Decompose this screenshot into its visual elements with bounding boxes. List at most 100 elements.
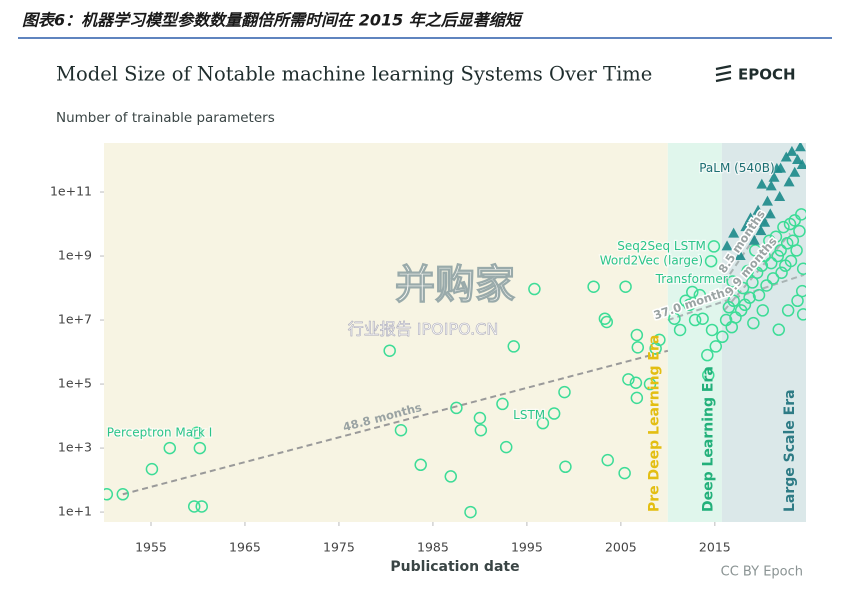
point [688,313,702,327]
point [686,285,699,299]
point [764,256,778,270]
point [507,340,520,353]
point [752,204,764,215]
y-tick-label: 1e+3 [58,440,92,455]
point [193,441,207,455]
point [630,328,644,342]
annotation: Word2Vec (large) [600,254,703,268]
point [702,368,715,382]
point [741,264,754,278]
point [796,262,806,276]
point [772,323,785,336]
point [668,312,681,325]
point [643,377,657,391]
x-tick-label: 1985 [417,540,449,555]
point [743,291,756,304]
point [673,323,687,337]
era-bands [104,143,806,522]
annotation: Perceptron Mark I [107,426,213,440]
x-tick-label: 1965 [229,540,261,555]
point [474,424,488,437]
point [792,154,804,165]
point [116,488,130,501]
era-label: Deep Learning Era [700,366,716,512]
axes: 1e+1 1e+3 1e+5 1e+7 1e+9 1e+11 1955 1965 1975 198… [50,184,731,555]
point [795,208,806,221]
point [499,440,513,454]
point [701,348,714,362]
point [745,212,757,223]
watermark-sub: 行业报告 IPOIPO.CN [348,320,499,339]
point [780,151,792,162]
point [496,397,509,411]
point [601,453,614,467]
point [734,250,746,261]
point [653,333,666,347]
point [765,180,777,191]
point [163,441,177,455]
point [707,240,721,253]
point [630,391,644,405]
point [622,373,635,386]
annotation: Seq2Seq LSTM [617,239,706,253]
x-axis-label: Publication date [390,559,519,575]
point [464,505,477,519]
point [683,298,696,312]
x-tick-label: 1955 [135,540,167,555]
point [740,221,752,232]
era-label: Pre Deep Learning Era [647,335,663,512]
annotation: PaLM (540B) [699,161,774,175]
point [755,225,767,236]
point [394,424,408,437]
point [726,275,739,288]
logo: EPOCH [715,64,796,84]
point [756,178,768,189]
x-tick-label: 1995 [511,540,543,555]
point [145,462,159,476]
point [473,411,487,425]
point [752,288,766,302]
point [195,500,208,513]
annotation: Transformer [655,272,728,286]
point [696,312,709,325]
point [383,344,396,357]
point [796,308,806,321]
trend-line [723,233,791,312]
point [728,227,740,238]
y-axis-label: Number of trainable parameters [56,110,275,126]
caption: 图表6：机器学习模型参数数量翻倍所需时间在 2015 年之后显著缩短 [22,11,524,30]
chart-title: Model Size of Notable machine learning S… [56,63,652,86]
point [631,341,645,354]
point [774,244,787,257]
point [187,500,201,513]
point [749,244,762,257]
point [629,376,643,389]
x-tick-label: 2015 [699,540,731,555]
point [758,249,771,263]
watermark-main: 并购家 [395,262,515,308]
plot-area [104,143,806,519]
y-tick-label: 1e+7 [58,312,92,327]
point [736,281,750,295]
point [587,280,600,293]
point [727,294,740,308]
trend-line [122,349,669,496]
point [559,460,572,474]
point [775,266,788,280]
trend-line [667,273,805,321]
y-tick-label: 1e+9 [58,248,92,263]
point [536,416,550,430]
point [760,279,773,292]
x-tick-label: 1975 [323,540,355,555]
point [619,280,632,293]
point [721,240,733,251]
point [781,304,795,317]
point [444,470,458,483]
point [748,234,760,245]
point [793,224,806,238]
point [450,401,463,415]
era-band [104,143,668,522]
point [774,190,786,201]
point [600,315,614,329]
